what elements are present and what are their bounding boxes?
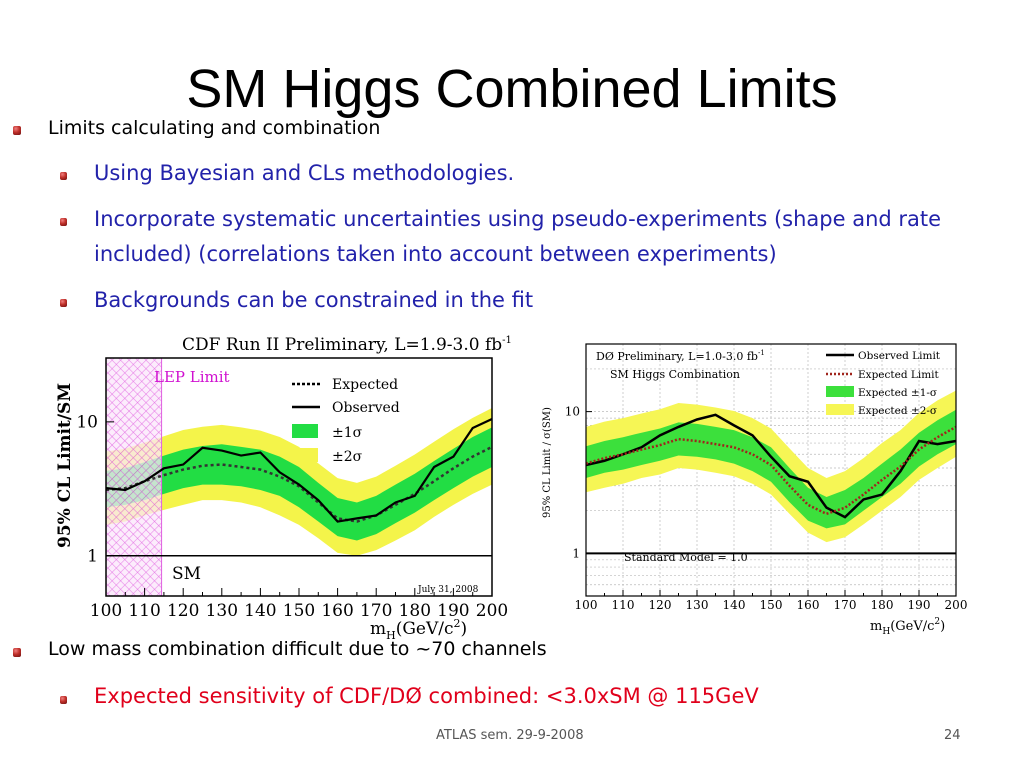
d0-xlabel-m: m [870, 619, 882, 634]
d0-x-tick-label: 140 [723, 598, 746, 612]
d0-legend-1sigma: Expected ±1-σ [858, 387, 937, 399]
d0-x-tick-label: 190 [908, 598, 931, 612]
sub-bullet-systematics-line2: included) (correlations taken into accou… [94, 242, 777, 266]
cdf-x-tick-label: 110 [128, 601, 160, 621]
cdf-chart-title: CDF Run II Preliminary, L=1.9-3.0 fb-1 [182, 335, 512, 355]
d0-legend-expected: Expected Limit [858, 369, 940, 381]
d0-frame [585, 343, 957, 597]
sub-bullet-backgrounds: Backgrounds can be constrained in the fi… [94, 288, 534, 312]
cdf-x-tick-label: 120 [167, 601, 199, 621]
sub-bullet-marker [60, 218, 67, 226]
cdf-x-tick-label: 200 [476, 601, 508, 621]
cdf-xlabel-sub: H [386, 629, 396, 640]
d0-title-line1: DØ Preliminary, L=1.0-3.0 fb [596, 350, 758, 363]
d0-y-axis-label: 95% CL Limit / σ(SM) [542, 407, 553, 518]
cdf-legend-observed: Observed [332, 400, 400, 416]
d0-chart-title: DØ Preliminary, L=1.0-3.0 fb-1 [596, 349, 765, 363]
bullet-marker [13, 126, 21, 135]
bullet-limits: Limits calculating and combination [48, 117, 381, 139]
cdf-legend-2sigma: ±2σ [332, 449, 363, 465]
cdf-x-tick-label: 140 [244, 601, 276, 621]
d0-series-observed-limit [585, 413, 957, 519]
d0-x-axis-label: mH(GeV/c2) [870, 617, 945, 637]
cdf-legend-expected: Expected [332, 377, 398, 393]
cdf-x-axis-label: mH(GeV/c2) [370, 617, 467, 640]
sub-bullet-marker [60, 172, 67, 180]
d0-x-tick-label: 180 [871, 598, 894, 612]
cdf-x-tick-label: 150 [283, 601, 315, 621]
d0-legend: Observed Limit Expected Limit Expected ±… [826, 350, 941, 417]
cdf-title-superscript: -1 [502, 335, 512, 346]
cdf-series-observed [105, 418, 493, 523]
bullet-marker [13, 648, 21, 657]
d0-x-tick-label: 150 [760, 598, 783, 612]
d0-legend-2sigma: Expected ±2-σ [858, 405, 937, 417]
cdf-y-tick-label: 1 [87, 546, 98, 566]
slide-title: SM Higgs Combined Limits [186, 59, 838, 119]
cdf-x-tick-label: 190 [437, 601, 469, 621]
bullet-low-mass: Low mass combination difficult due to ~7… [48, 638, 547, 660]
cdf-lep-label: LEP Limit [154, 368, 230, 386]
cdf-sm-label: SM [172, 564, 201, 584]
cdf-limit-chart: CDF Run II Preliminary, L=1.9-3.0 fb-1 1… [55, 335, 512, 640]
d0-x-tick-label: 100 [575, 598, 598, 612]
d0-x-tick-label: 200 [945, 598, 968, 612]
cdf-title-text: CDF Run II Preliminary, L=1.9-3.0 fb [182, 335, 502, 355]
d0-legend-1sigma-swatch [826, 386, 854, 397]
cdf-frame [105, 357, 493, 597]
sub-bullet-sensitivity: Expected sensitivity of CDF/DØ combined:… [94, 684, 759, 708]
page-number: 24 [944, 728, 961, 743]
sub-bullet-marker [60, 299, 67, 307]
cdf-x-tick-label: 170 [360, 601, 392, 621]
cdf-xlabel-m: m [370, 619, 386, 639]
footer-text: ATLAS sem. 29-9-2008 [436, 728, 584, 743]
d0-xlabel-unit: (GeV/c [890, 619, 934, 634]
cdf-legend-1sigma: ±1σ [332, 425, 363, 441]
d0-xlabel-sub: H [882, 627, 890, 637]
d0-sm-label: Standard Model = 1.0 [624, 551, 748, 564]
cdf-xlabel-unit: (GeV/c [396, 619, 454, 639]
cdf-xlabel-close: ) [461, 619, 468, 639]
d0-title-superscript: -1 [758, 349, 765, 357]
d0-x-tick-label: 120 [649, 598, 672, 612]
d0-x-tick-label: 170 [834, 598, 857, 612]
d0-legend-2sigma-swatch [826, 404, 854, 415]
d0-x-tick-label: 160 [797, 598, 820, 612]
cdf-x-tick-label: 100 [90, 601, 122, 621]
sub-bullet-methods: Using Bayesian and CLs methodologies. [94, 161, 515, 185]
cdf-x-tick-label: 130 [206, 601, 238, 621]
cdf-legend-1sigma-swatch [292, 424, 318, 438]
cdf-y-axis-label: 95% CL Limit/SM [55, 383, 75, 548]
sub-bullet-marker [60, 696, 67, 704]
cdf-y-tick-label: 10 [76, 413, 98, 433]
cdf-xlabel-unit-sup: 2 [454, 617, 461, 630]
cdf-lep-region-crosshatch [106, 358, 162, 596]
d0-xlabel-close: ) [940, 619, 945, 634]
cdf-x-tick-label: 180 [399, 601, 431, 621]
d0-legend-observed: Observed Limit [858, 350, 941, 362]
d0-x-tick-label: 130 [686, 598, 709, 612]
cdf-legend-2sigma-swatch [292, 448, 318, 462]
d0-x-tick-label: 110 [612, 598, 635, 612]
d0-xlabel-unit-sup: 2 [934, 617, 940, 627]
cdf-x-tick-label: 160 [321, 601, 353, 621]
cdf-date-label: July 31, 2008 [417, 585, 479, 595]
cdf-series-expected [105, 445, 493, 523]
d0-series-expected-limit [585, 425, 957, 516]
sub-bullet-systematics-line1: Incorporate systematic uncertainties usi… [94, 207, 942, 231]
d0-y-tick-label: 10 [565, 405, 580, 419]
d0-y-tick-label: 1 [572, 546, 580, 560]
cdf-legend: Expected Observed ±1σ ±2σ [292, 377, 400, 465]
d0-chart-subtitle: SM Higgs Combination [610, 368, 740, 381]
